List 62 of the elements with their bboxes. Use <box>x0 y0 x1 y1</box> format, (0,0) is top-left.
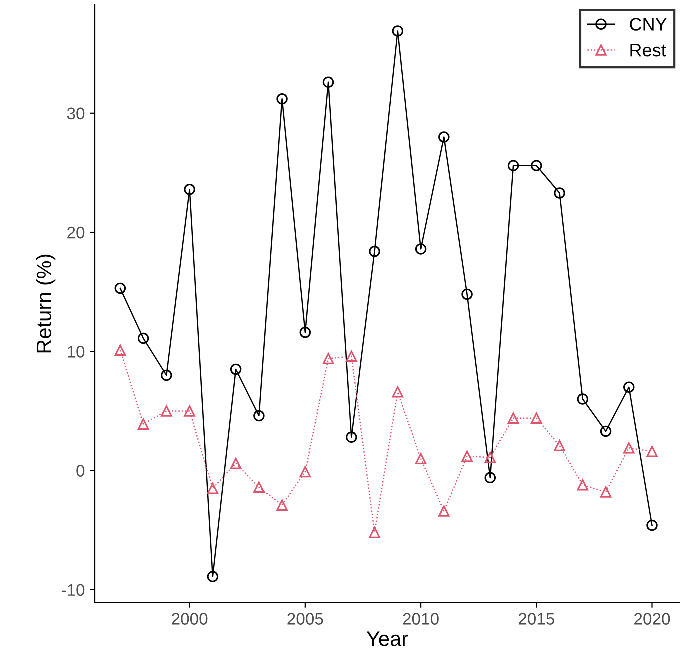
x-tick-label: 2015 <box>518 613 554 625</box>
legend-label: Rest <box>630 44 666 57</box>
y-tick-label: 10 <box>68 346 85 358</box>
point <box>438 506 450 517</box>
point <box>600 486 612 498</box>
x-tick-label: 2000 <box>172 613 208 625</box>
point <box>276 93 288 105</box>
point <box>508 412 520 424</box>
point <box>484 472 496 484</box>
point <box>300 326 312 338</box>
point <box>577 479 589 491</box>
point <box>462 288 473 300</box>
y-tick-label: 20 <box>68 226 85 239</box>
point <box>462 450 473 462</box>
point <box>600 426 612 438</box>
x-tick-label: 2010 <box>403 613 439 625</box>
point <box>531 412 542 424</box>
y-axis-title: Return (%) <box>36 254 56 353</box>
x-tick-label: 2020 <box>634 613 670 625</box>
point <box>161 406 172 417</box>
point <box>230 364 242 376</box>
point <box>531 160 542 172</box>
point <box>369 527 380 538</box>
point <box>207 571 219 582</box>
point <box>438 132 450 143</box>
point <box>346 350 358 362</box>
point <box>300 466 312 478</box>
point <box>369 246 380 258</box>
point <box>184 184 196 196</box>
point <box>554 440 566 452</box>
point <box>184 406 196 417</box>
point <box>624 382 635 394</box>
point <box>415 453 427 464</box>
x-tick-label: 2005 <box>288 613 324 625</box>
point <box>138 418 150 430</box>
y-tick-label: 0 <box>76 465 85 477</box>
point <box>646 446 658 458</box>
point <box>230 458 242 470</box>
point <box>346 432 358 444</box>
point <box>207 483 219 494</box>
point <box>484 452 496 464</box>
point <box>624 442 635 454</box>
legend-label: CNY <box>630 18 667 31</box>
point <box>392 26 404 37</box>
point <box>138 332 150 344</box>
point <box>577 394 589 405</box>
point <box>322 76 334 88</box>
point <box>508 160 520 172</box>
point <box>554 188 566 199</box>
point <box>646 520 658 532</box>
point <box>114 282 126 294</box>
point <box>254 410 265 422</box>
y-tick-label: -10 <box>62 584 85 596</box>
point <box>415 244 427 255</box>
point <box>114 344 126 356</box>
point <box>322 353 334 364</box>
point <box>254 482 265 494</box>
point <box>392 386 404 398</box>
point <box>161 370 172 382</box>
x-axis-title: Year <box>366 632 408 646</box>
point <box>276 500 288 511</box>
y-tick-label: 30 <box>67 108 85 120</box>
